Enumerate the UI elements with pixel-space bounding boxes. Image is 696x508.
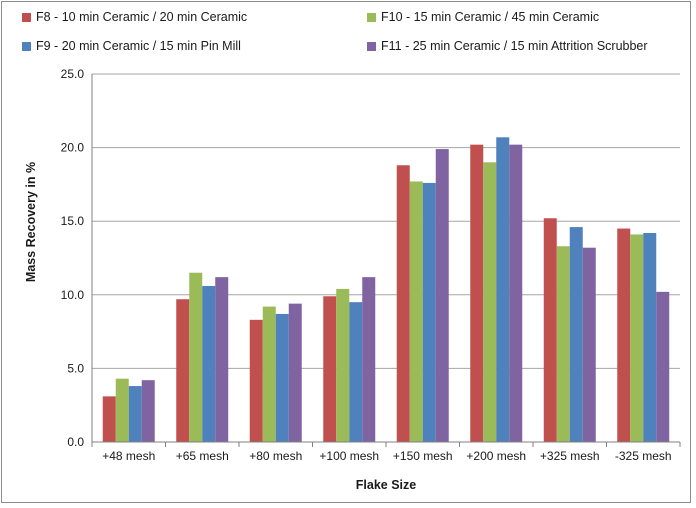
x-tick-label: +325 mesh xyxy=(540,449,600,463)
bar xyxy=(362,277,376,442)
x-tick-label: -325 mesh xyxy=(615,449,672,463)
bar xyxy=(630,234,644,442)
legend-item-f9: F9 - 20 min Ceramic / 15 min Pin Mill xyxy=(22,39,241,53)
x-tick-label: +200 mesh xyxy=(466,449,526,463)
bar xyxy=(470,144,484,442)
axes: 0.0 5.0 10.0 15.0 20.0 25.0 +48 mesh +65 mesh +8… xyxy=(61,67,681,463)
legend-label-f10: F10 - 15 min Ceramic / 45 min Ceramic xyxy=(381,10,600,24)
bar xyxy=(483,162,497,442)
y-tick-label: 20.0 xyxy=(61,141,85,155)
bar xyxy=(202,285,216,442)
y-tick-label: 10.0 xyxy=(61,288,85,302)
y-tick-label: 15.0 xyxy=(61,214,85,228)
legend-swatch-f11 xyxy=(367,41,376,51)
legend-swatch-f9 xyxy=(22,41,31,51)
bar xyxy=(543,218,557,442)
bar xyxy=(115,378,129,442)
bars xyxy=(102,137,670,443)
x-axis-title: Flake Size xyxy=(356,478,416,492)
legend-label-f11: F11 - 25 min Ceramic / 15 min Attrition … xyxy=(381,39,648,53)
legend-label-f9: F9 - 20 min Ceramic / 15 min Pin Mill xyxy=(36,39,241,53)
bar xyxy=(409,181,423,442)
bar xyxy=(262,306,276,442)
x-tick-label: +48 mesh xyxy=(102,449,155,463)
bar xyxy=(275,313,289,442)
y-tick-label: 5.0 xyxy=(67,361,84,375)
bar xyxy=(349,302,363,442)
x-tick-label: +65 mesh xyxy=(176,449,229,463)
x-tick-label: +80 mesh xyxy=(249,449,302,463)
bar xyxy=(249,319,263,442)
bar xyxy=(288,303,302,442)
bar xyxy=(656,291,670,442)
bar xyxy=(617,228,631,442)
legend: F8 - 10 min Ceramic / 20 min Ceramic F9 … xyxy=(22,8,682,64)
bar xyxy=(643,232,657,442)
bar xyxy=(215,277,229,442)
bar xyxy=(496,137,510,442)
bar xyxy=(323,296,337,442)
y-axis-title: Mass Recovery in % xyxy=(24,162,38,282)
bar xyxy=(582,247,596,442)
bar xyxy=(422,182,436,443)
x-tick-label: +100 mesh xyxy=(319,449,379,463)
y-tick-label: 0.0 xyxy=(67,435,84,449)
bar xyxy=(556,246,570,442)
legend-item-f11: F11 - 25 min Ceramic / 15 min Attrition … xyxy=(367,39,648,53)
legend-item-f10: F10 - 15 min Ceramic / 45 min Ceramic xyxy=(367,10,599,24)
bar xyxy=(435,149,449,442)
bar xyxy=(569,227,583,442)
legend-swatch-f10 xyxy=(367,12,376,22)
bar xyxy=(128,386,142,442)
bar xyxy=(141,380,155,442)
bar xyxy=(189,272,203,442)
bar xyxy=(336,288,350,442)
legend-swatch-f8 xyxy=(22,12,31,22)
bar xyxy=(176,299,190,442)
bar xyxy=(396,165,410,442)
legend-label-f8: F8 - 10 min Ceramic / 20 min Ceramic xyxy=(36,10,248,24)
x-tick-label: +150 mesh xyxy=(393,449,453,463)
bar xyxy=(102,396,116,442)
y-tick-label: 25.0 xyxy=(61,67,85,81)
bar xyxy=(509,144,523,442)
legend-item-f8: F8 - 10 min Ceramic / 20 min Ceramic xyxy=(22,10,247,24)
